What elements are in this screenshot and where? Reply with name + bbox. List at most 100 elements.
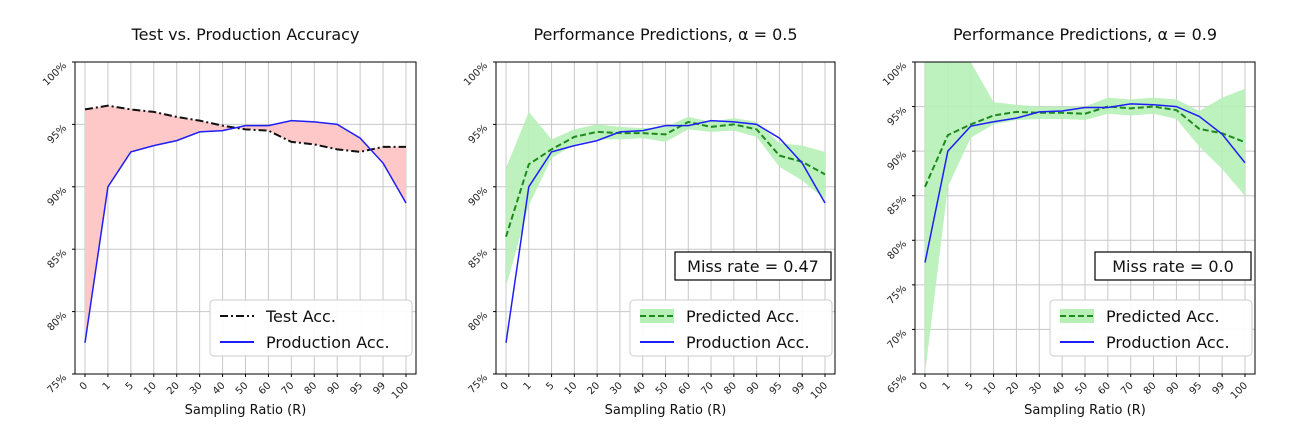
y-tick-label: 85% [46, 248, 70, 272]
x-tick-label: 0 [918, 380, 930, 392]
y-tick-label: 65% [886, 372, 910, 396]
y-tick-label: 90% [46, 185, 70, 209]
x-tick-label: 70 [1119, 380, 1136, 397]
y-tick-label: 95% [886, 105, 910, 129]
x-tick-label: 40 [211, 380, 228, 397]
y-tick-label: 85% [886, 194, 910, 218]
x-axis-label: Sampling Ratio (R) [605, 403, 727, 418]
x-tick-label: 100 [1229, 380, 1250, 401]
x-tick-label: 99 [791, 380, 808, 397]
y-tick-label: 100% [41, 60, 69, 88]
miss-rate-box [1094, 251, 1252, 281]
series-line-predicted-acc [924, 105, 1246, 188]
x-tick-label: 40 [1050, 380, 1067, 397]
legend-box [209, 299, 413, 357]
y-tick-label: 100% [881, 60, 909, 88]
chart-title: Test vs. Production Accuracy [131, 25, 360, 44]
x-tick-label: 90 [745, 380, 762, 397]
y-tick-label: 80% [886, 239, 910, 263]
series-line-production-acc [505, 119, 826, 343]
prediction-band [925, 62, 1245, 374]
x-tick-label: 99 [371, 380, 388, 397]
legend: Predicted Acc. Production Acc. [1049, 299, 1253, 357]
x-tick-label: 80 [1142, 380, 1159, 397]
miss-rate-label: Miss rate = 0.0 [1112, 257, 1234, 276]
x-tick-label: 1 [941, 380, 953, 392]
chart-title: Performance Predictions, α = 0.5 [533, 25, 797, 44]
x-tick-label: 20 [585, 380, 602, 397]
chart-panel-2: Performance Predictions, α = 0.5 75% 80% 85… [462, 25, 836, 418]
chart-panel-3: Performance Predictions, α = 0.9 65% 70% 75… [881, 25, 1256, 418]
x-axis-label: Sampling Ratio (R) [1024, 403, 1146, 418]
x-tick-label: 0 [499, 380, 511, 392]
legend-band-swatch [1060, 309, 1094, 323]
x-tick-label: 50 [1073, 380, 1090, 397]
y-tick-label: 80% [46, 310, 70, 334]
series-line-test-acc [84, 104, 406, 153]
accuracy-gap-area [85, 105, 406, 343]
y-tick-label: 75% [886, 283, 910, 307]
x-tick-label: 0 [78, 380, 90, 392]
x-tick-label: 90 [326, 380, 343, 397]
x-tick-label: 1 [101, 380, 113, 392]
series-line-production-acc [84, 119, 407, 343]
chart-panel-1: Test vs. Production Accuracy 75% 80% 85% 90%… [41, 25, 417, 418]
miss-rate-label: Miss rate = 0.47 [687, 257, 819, 276]
legend-box [1049, 299, 1253, 357]
legend-label: Predicted Acc. [686, 307, 800, 326]
x-tick-label: 100 [390, 380, 411, 401]
legend-label: Predicted Acc. [1106, 307, 1220, 326]
x-tick-label: 95 [348, 380, 365, 397]
y-tick-label: 85% [467, 248, 491, 272]
x-tick-label: 1 [522, 380, 534, 392]
legend-label: Test Acc. [265, 307, 336, 326]
y-tick-label: 100% [462, 60, 490, 88]
x-axis-label: Sampling Ratio (R) [185, 403, 307, 418]
prediction-band [506, 111, 825, 287]
y-tick-label: 90% [467, 185, 491, 209]
y-tick-label: 75% [46, 372, 70, 396]
x-tick-label: 70 [699, 380, 716, 397]
x-tick-label: 80 [303, 380, 320, 397]
x-tick-label: 99 [1210, 380, 1227, 397]
x-tick-label: 10 [563, 380, 580, 397]
x-tick-label: 10 [142, 380, 159, 397]
x-tick-label: 80 [722, 380, 739, 397]
x-tick-label: 20 [165, 380, 182, 397]
x-tick-label: 50 [654, 380, 671, 397]
x-tick-label: 5 [964, 380, 976, 392]
legend-label: Production Acc. [1106, 333, 1230, 352]
x-tick-label: 60 [1096, 380, 1113, 397]
x-tick-label: 5 [544, 380, 556, 392]
y-tick-label: 80% [467, 310, 491, 334]
y-tick-label: 90% [886, 149, 910, 173]
legend: Predicted Acc. Production Acc. [629, 299, 833, 357]
y-tick-label: 70% [886, 328, 910, 352]
x-tick-label: 70 [280, 380, 297, 397]
miss-rate-box [674, 251, 832, 281]
legend-label: Production Acc. [266, 333, 390, 352]
legend-band-swatch [640, 309, 674, 323]
x-tick-label: 30 [1028, 380, 1045, 397]
legend-label: Production Acc. [686, 333, 810, 352]
legend-box [629, 299, 833, 357]
y-tick-label: 95% [46, 123, 70, 147]
x-tick-label: 30 [188, 380, 205, 397]
x-tick-label: 100 [809, 380, 830, 401]
x-tick-label: 95 [1188, 380, 1205, 397]
series-line-predicted-acc [505, 120, 826, 238]
x-tick-label: 90 [1165, 380, 1182, 397]
x-tick-label: 5 [124, 380, 136, 392]
legend: Test Acc. Production Acc. [209, 299, 413, 357]
x-tick-label: 40 [631, 380, 648, 397]
y-tick-label: 95% [467, 123, 491, 147]
x-tick-label: 20 [1005, 380, 1022, 397]
x-tick-label: 10 [982, 380, 999, 397]
x-tick-label: 50 [234, 380, 251, 397]
x-tick-label: 60 [677, 380, 694, 397]
x-tick-label: 60 [257, 380, 274, 397]
x-tick-label: 95 [768, 380, 785, 397]
y-tick-label: 75% [467, 372, 491, 396]
x-tick-label: 30 [608, 380, 625, 397]
